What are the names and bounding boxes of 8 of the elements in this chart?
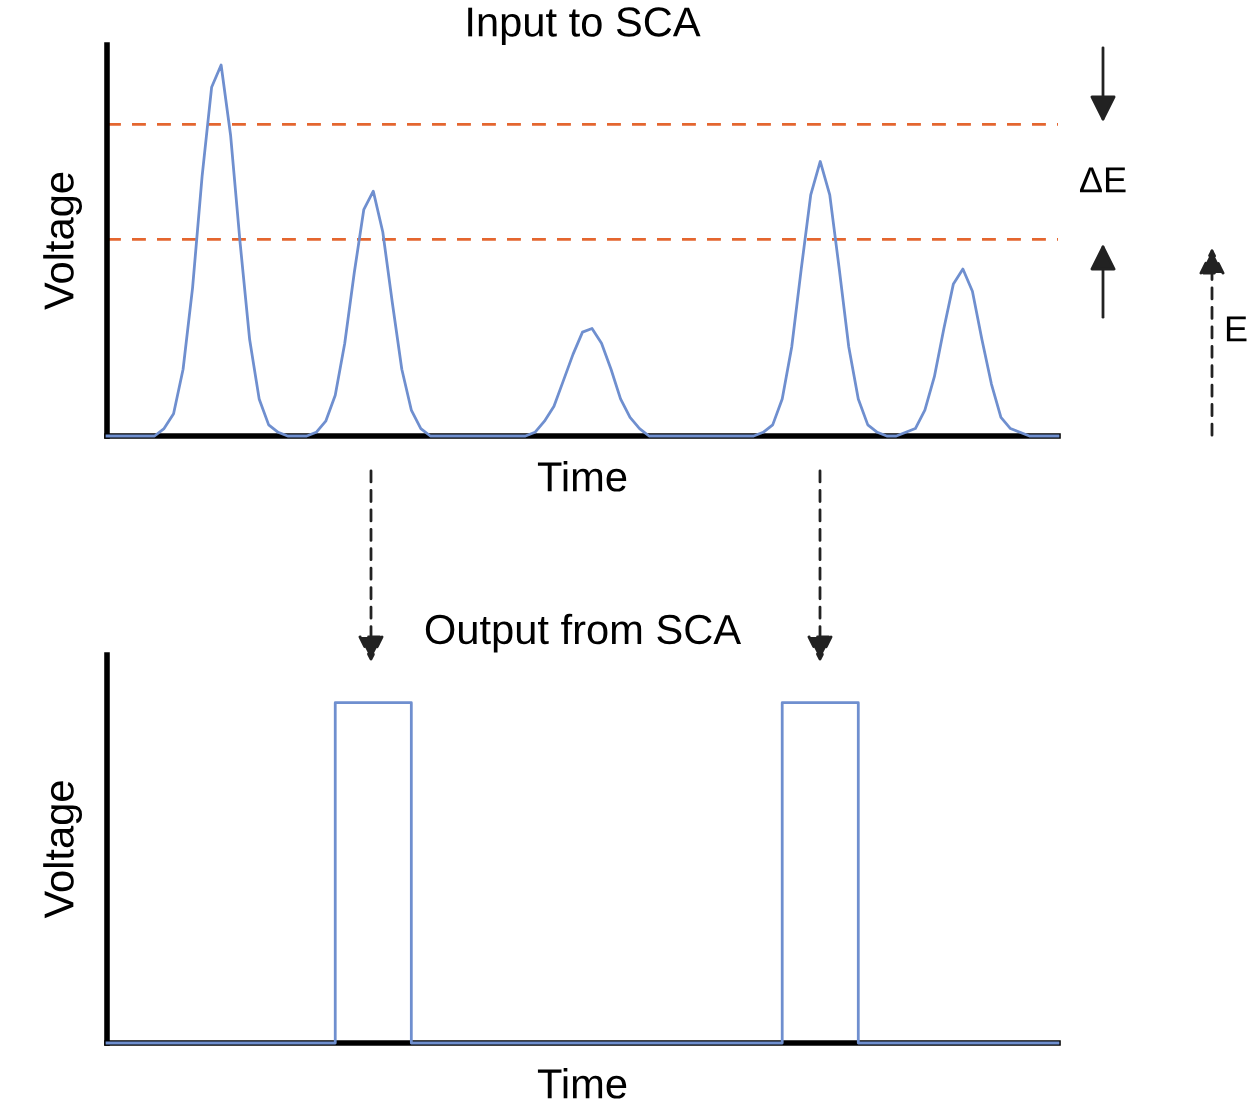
text: E: [1226, 316, 1247, 342]
y-axis-title: Voltage: [43, 781, 82, 919]
y-axis-title: Voltage: [43, 172, 82, 310]
chart-title: Input to SCA: [468, 7, 701, 45]
chart-title: Output from SCA: [425, 613, 742, 653]
x-axis-title: Time: [537, 461, 627, 492]
text: ΔE: [1079, 167, 1126, 193]
x-axis-title: Time: [537, 1068, 627, 1099]
